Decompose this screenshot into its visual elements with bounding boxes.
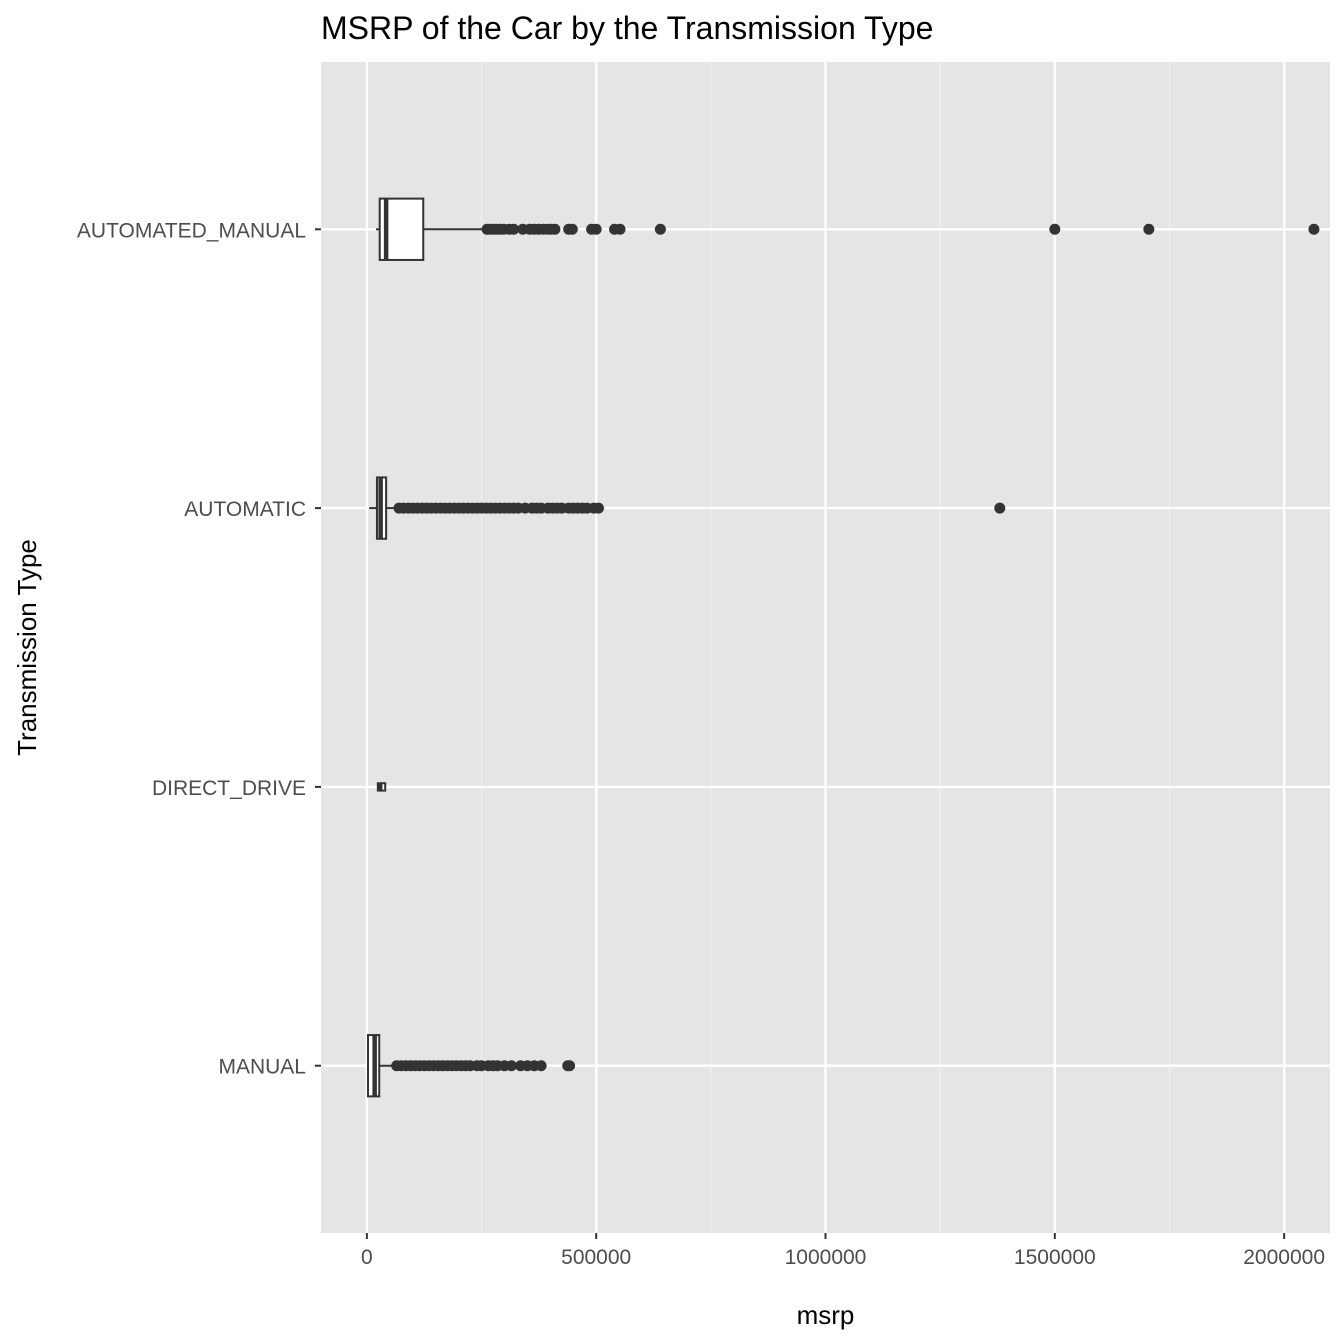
- box-automatic: [369, 476, 1006, 540]
- y-axis-title: Transmission Type: [12, 539, 42, 756]
- box-automated-manual: [376, 197, 1320, 261]
- outlier-point: [1049, 223, 1061, 235]
- outlier-point: [508, 223, 520, 235]
- outlier-point: [564, 1060, 576, 1072]
- y-tick-label: AUTOMATIC: [184, 498, 306, 521]
- x-tick-label: 1000000: [785, 1246, 867, 1269]
- outlier-point: [566, 223, 578, 235]
- box-direct-drive: [376, 782, 387, 792]
- x-axis: 0 500000 1000000 1500000 2000000: [361, 1233, 1325, 1269]
- outlier-point: [535, 1060, 547, 1072]
- outlier-point: [614, 223, 626, 235]
- x-axis-title: msrp: [797, 1300, 855, 1330]
- x-tick-label: 2000000: [1243, 1246, 1325, 1269]
- chart-title: MSRP of the Car by the Transmission Type: [321, 10, 933, 46]
- outlier-point: [505, 1060, 517, 1072]
- y-tick-label: MANUAL: [218, 1056, 306, 1079]
- y-tick-label: AUTOMATED_MANUAL: [77, 219, 306, 242]
- y-tick-label: DIRECT_DRIVE: [152, 777, 306, 800]
- minor-gridlines: [480, 62, 1171, 1233]
- y-axis: AUTOMATED_MANUAL AUTOMATIC DIRECT_DRIVE MAN…: [77, 219, 321, 1079]
- outlier-point: [592, 502, 604, 514]
- box-series: [367, 197, 1320, 1098]
- outlier-point: [1308, 223, 1320, 235]
- x-tick-label: 500000: [561, 1246, 631, 1269]
- outlier-point: [549, 223, 561, 235]
- x-tick-label: 1500000: [1014, 1246, 1096, 1269]
- box-manual: [367, 1034, 576, 1098]
- outlier-point: [994, 502, 1006, 514]
- x-tick-label: 0: [361, 1246, 373, 1269]
- outlier-point: [590, 223, 602, 235]
- outlier-point: [1143, 223, 1155, 235]
- outlier-point: [654, 223, 666, 235]
